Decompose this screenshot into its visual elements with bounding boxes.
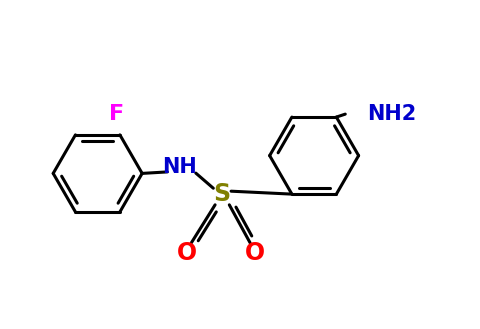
Text: O: O <box>245 241 265 266</box>
Text: S: S <box>214 182 231 206</box>
Text: F: F <box>109 104 124 124</box>
Text: NH: NH <box>162 157 197 177</box>
Text: O: O <box>177 241 197 266</box>
Text: NH2: NH2 <box>367 104 417 124</box>
